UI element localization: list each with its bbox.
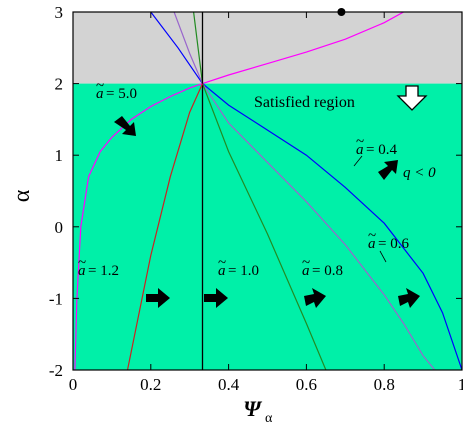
satisfied-region [73,83,462,370]
annotation-text: = 0.6 [378,236,409,252]
series-line-a-0-4 [150,12,462,370]
annotation-text: = 0.8 [312,263,343,279]
annotation-text: = 0.4 [366,142,397,158]
x-axis-label: Ψ α [243,396,273,426]
annotation-a-5-0: a~ = 5.0 [96,78,137,136]
y-axis-label: α [9,189,35,202]
series-line-a-1-2 [126,83,204,370]
y-tick-label: 3 [55,3,64,22]
marker-point [337,8,346,16]
annotation-a-0-4: a~ = 0.4 [353,134,398,180]
hollow-down-arrow-icon [396,85,428,111]
svg-text:a: a [368,236,376,252]
arrow-icon [378,160,398,180]
plot-area [73,12,462,370]
x-tick-label: 0.2 [140,375,161,394]
y-tick-label: -1 [49,289,63,308]
svg-text:~: ~ [96,78,104,94]
annotation-a-0-8: a~ = 0.8 [302,255,343,308]
y-tick-label: 1 [55,146,64,165]
svg-text:~: ~ [356,134,364,150]
svg-text:~: ~ [218,255,226,271]
svg-text:~: ~ [302,255,310,271]
svg-text:a: a [302,263,310,279]
arrow-icon [146,288,170,308]
satisfied-region-label: Satisfied region [254,94,355,111]
arrow-icon [204,288,228,308]
condition-label: q < 0 [403,165,436,181]
annotation-a-1-0: a~ = 1.0 [204,255,259,308]
gray-region [73,12,462,84]
annotation-a-0-6: a~ = 0.6 [368,228,420,308]
x-tick-label: 0.4 [218,375,240,394]
x-axis-label-sub: α [265,411,273,426]
tick-layer: 0 0.2 0.4 0.6 0.8 1 -2 -1 0 1 2 3 [49,3,463,394]
svg-text:~: ~ [368,228,376,244]
series-layer [74,12,462,370]
x-tick-label: 0 [69,375,78,394]
plot-frame [72,11,463,371]
svg-text:~: ~ [78,255,86,271]
x-tick-label: 1 [458,375,463,394]
y-tick-label: 2 [55,75,64,94]
x-tick-label: 0.8 [374,375,395,394]
leader-line [379,250,387,263]
annotation-text: = 1.2 [88,263,119,279]
annotation-a-1-2: a~ = 1.2 [78,255,170,308]
series-line-a-0-6 [173,12,436,370]
series-line-a-0-8 [193,12,327,370]
y-tick-label: 0 [55,218,64,237]
y-tick-label: -2 [49,361,63,380]
annotation-text: = 5.0 [106,86,137,102]
series-line-a-5-0 [74,12,404,370]
svg-text:a: a [218,263,226,279]
arrow-icon [398,288,420,308]
svg-text:a: a [96,86,104,102]
svg-text:a: a [356,142,364,158]
arrow-icon [114,116,136,136]
annotation-text: = 1.0 [228,263,259,279]
x-axis-label-main: Ψ [243,396,262,421]
leader-line [353,155,363,167]
x-tick-label: 0.6 [296,375,317,394]
svg-text:a: a [78,263,86,279]
arrow-icon [304,288,326,308]
